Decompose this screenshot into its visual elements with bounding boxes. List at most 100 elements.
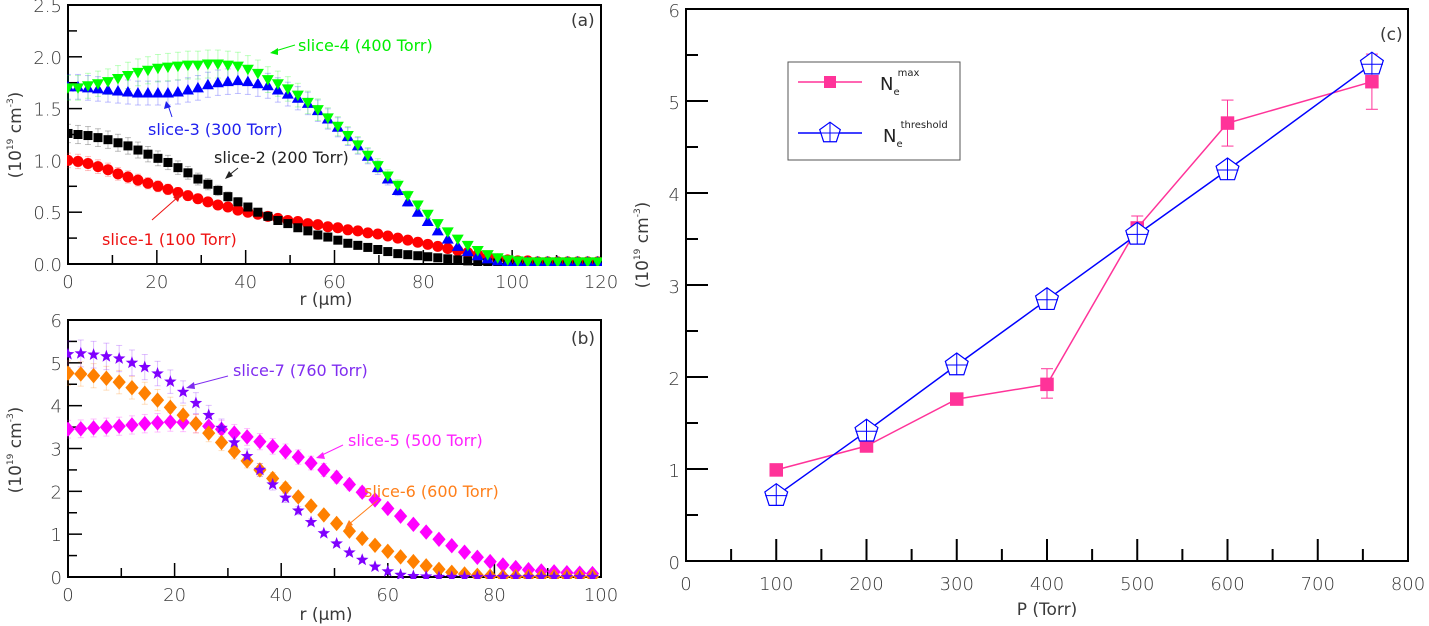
- data-point-slice-3-300-torr: [171, 86, 184, 97]
- y-tick-label: 3: [669, 277, 680, 298]
- data-point-slice-7-760-torr: [266, 477, 279, 490]
- data-point-slice-6-600-torr: [138, 385, 152, 401]
- data-point-slice-7-760-torr: [381, 564, 395, 577]
- data-point-slice-7-760-torr: [74, 346, 88, 359]
- data-point-slice-1-100-torr: [182, 190, 194, 202]
- data-point-slice-7-760-torr: [573, 570, 586, 579]
- data-point-slice-2-200-torr: [223, 192, 233, 202]
- data-point-slice-5-500-torr: [445, 538, 459, 554]
- data-point-n-e-max: [859, 439, 874, 453]
- x-tick-label: 400: [1030, 574, 1064, 595]
- x-axis-title: P (Torr): [1017, 600, 1078, 620]
- data-point-slice-6-600-torr: [317, 507, 331, 523]
- data-point-slice-5-500-torr: [419, 524, 433, 540]
- data-point-slice-3-300-torr: [121, 86, 134, 97]
- data-point-slice-5-500-torr: [138, 415, 152, 432]
- data-point-slice-4-400-torr: [281, 84, 294, 95]
- series-slice-7-760-torr: [67, 346, 599, 579]
- data-point-slice-2-200-torr: [433, 253, 443, 263]
- data-point-slice-4-400-torr: [431, 219, 444, 230]
- data-point-legend: [819, 121, 841, 143]
- data-point-slice-1-100-torr: [232, 204, 244, 216]
- data-point-slice-4-400-torr: [71, 83, 84, 94]
- data-point-slice-7-760-torr: [87, 348, 100, 361]
- data-point-slice-6-600-torr: [304, 498, 318, 514]
- data-point-slice-6-600-torr: [330, 515, 344, 532]
- data-point-slice-2-200-torr: [423, 252, 433, 262]
- data-point-slice-4-400-torr: [531, 257, 544, 266]
- data-point-n-e-threshold: [1215, 157, 1240, 181]
- data-point-slice-2-200-torr: [67, 128, 73, 138]
- data-point-slice-7-760-torr: [445, 570, 459, 579]
- svg-text:(1019 cm-3): (1019 cm-3): [633, 202, 653, 289]
- data-point-slice-4-400-torr: [231, 61, 244, 73]
- y-tick-label: 3: [51, 440, 62, 461]
- x-axis-title: r (µm): [299, 290, 352, 310]
- data-point-slice-5-500-torr: [99, 419, 113, 435]
- data-point-slice-2-200-torr: [83, 131, 93, 141]
- data-point-slice-2-200-torr: [133, 145, 143, 155]
- data-point-slice-2-200-torr: [203, 179, 213, 189]
- annotation-slice-6: slice-6 (600 Torr): [364, 482, 499, 501]
- arrow-slice-6: [347, 499, 379, 526]
- data-point-slice-7-760-torr: [291, 504, 305, 516]
- data-point-slice-1-100-torr: [72, 155, 84, 167]
- data-point-slice-7-760-torr: [343, 545, 356, 558]
- data-point-slice-5-500-torr: [406, 516, 420, 533]
- data-point-slice-1-100-torr: [312, 219, 324, 231]
- data-point-slice-4-400-torr: [481, 250, 494, 261]
- data-point-slice-2-200-torr: [333, 235, 343, 245]
- data-point-slice-7-760-torr: [509, 570, 522, 579]
- data-point-slice-4-400-torr: [321, 113, 334, 124]
- x-tick-label: 80: [412, 272, 435, 293]
- x-tick-label: 40: [234, 272, 257, 293]
- data-point-slice-2-200-torr: [193, 174, 203, 184]
- data-point-slice-4-400-torr: [461, 240, 474, 252]
- data-point-slice-4-400-torr: [561, 257, 574, 266]
- arrow-slice-5: [319, 444, 344, 457]
- data-point-n-e-threshold: [944, 352, 969, 376]
- data-point-slice-2-200-torr: [343, 238, 353, 248]
- data-point-slice-2-200-torr: [183, 168, 193, 178]
- data-point-slice-3-300-torr: [231, 74, 244, 86]
- data-point-slice-7-760-torr: [228, 435, 241, 448]
- panel-b: 0 20 40 60 80 100 0 1 2 3 4 5 6 (b) r (µm) (1019 cm-…: [6, 311, 618, 625]
- data-point-slice-2-200-torr: [293, 223, 303, 233]
- x-tick-label: 60: [323, 272, 346, 293]
- arrowhead-slice-4: [270, 48, 278, 55]
- data-point-slice-5-500-torr: [470, 549, 484, 565]
- svg-text:(1019 cm-3): (1019 cm-3): [6, 92, 26, 179]
- annotation-slice-2: slice-2 (200 Torr): [214, 148, 349, 167]
- data-point-slice-6-600-torr: [214, 434, 229, 451]
- data-point-slice-5-500-torr: [253, 433, 267, 450]
- data-point-slice-2-200-torr: [283, 219, 293, 229]
- annotation-slice-1: slice-1 (100 Torr): [102, 230, 237, 249]
- data-point-slice-6-600-torr: [419, 558, 433, 574]
- data-point-slice-4-400-torr: [521, 257, 534, 266]
- y-tick-label: 2.5: [33, 0, 62, 17]
- data-point-slice-2-200-torr: [403, 250, 413, 260]
- x-tick-label: 100: [495, 272, 529, 293]
- data-point-slice-4-400-torr: [161, 62, 174, 74]
- data-point-slice-7-760-torr: [522, 570, 535, 579]
- data-point-slice-5-500-torr: [317, 462, 331, 478]
- data-point-slice-1-100-torr: [82, 158, 94, 170]
- data-point-slice-2-200-torr: [453, 255, 463, 265]
- data-point-slice-6-600-torr: [368, 537, 382, 554]
- data-point-n-e-threshold: [1125, 221, 1150, 245]
- data-point-slice-1-100-torr: [142, 177, 154, 189]
- data-point-slice-3-300-torr: [421, 215, 434, 227]
- x-tick-label: 0: [680, 574, 691, 595]
- data-point-slice-1-100-torr: [372, 228, 384, 240]
- data-point-slice-2-200-torr: [463, 256, 473, 266]
- data-point-slice-7-760-torr: [458, 570, 471, 579]
- y-tick-label: 2: [51, 482, 62, 503]
- legend-label-threshold: Nethreshold: [883, 120, 948, 150]
- data-point-slice-6-600-torr: [150, 392, 165, 408]
- y-tick-label: 2.0: [33, 48, 62, 69]
- x-tick-label: 0: [62, 585, 73, 606]
- data-point-slice-4-400-torr: [571, 257, 584, 266]
- data-point-slice-3-300-torr: [191, 81, 204, 93]
- data-point-slice-4-400-torr: [261, 75, 274, 86]
- data-point-slice-2-200-torr: [243, 202, 253, 212]
